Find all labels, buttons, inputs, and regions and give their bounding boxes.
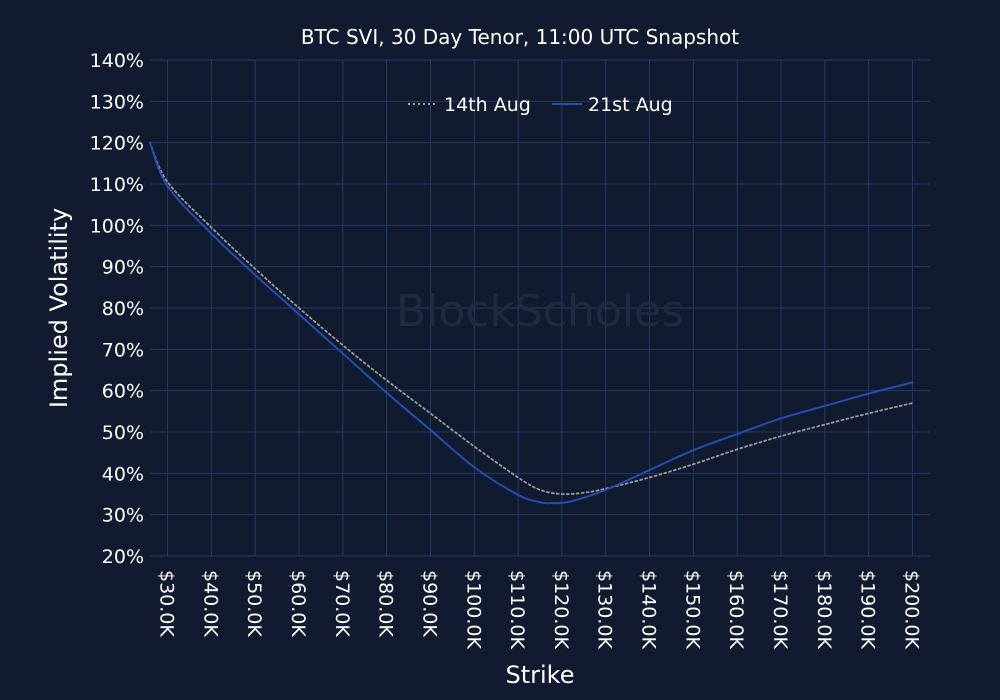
watermark: BlockScholes <box>396 286 684 337</box>
x-tick-label: $90.0K <box>418 570 440 637</box>
x-tick-label: $150.0K <box>681 570 703 649</box>
y-tick-label: 110% <box>90 174 144 196</box>
y-tick-label: 40% <box>102 463 144 485</box>
y-tick-label: 120% <box>90 133 144 155</box>
x-axis-title: Strike <box>506 661 575 689</box>
x-tick-label: $140.0K <box>638 570 660 649</box>
x-tick-label: $60.0K <box>287 570 309 637</box>
y-tick-label: 80% <box>102 298 144 320</box>
series-line-0 <box>149 141 914 496</box>
x-tick-label: $180.0K <box>813 570 835 649</box>
x-tick-label: $160.0K <box>725 570 747 649</box>
series-layer <box>149 141 914 505</box>
x-tick-label: $50.0K <box>243 570 265 637</box>
y-tick-label: 100% <box>90 215 144 237</box>
x-tick-label: $120.0K <box>550 570 572 649</box>
y-tick-label: 140% <box>90 50 144 72</box>
y-tick-label: 130% <box>90 91 144 113</box>
x-tick-label: $100.0K <box>462 570 484 649</box>
y-axis-title: Implied Volatility <box>45 208 73 408</box>
legend-label-0: 14th Aug <box>444 94 531 116</box>
y-tick-label: 50% <box>102 422 144 444</box>
x-tick-label: $80.0K <box>375 570 397 637</box>
y-tick-label: 90% <box>102 257 144 279</box>
x-tick-label: $170.0K <box>769 570 791 649</box>
chart-title: BTC SVI, 30 Day Tenor, 11:00 UTC Snapsho… <box>301 25 739 49</box>
y-axis-ticks: 20% 30% 40% 50% 60% 70% 80% 90% 100% 110% 120% 130%… <box>90 50 144 568</box>
x-axis-ticks: $30.0K $40.0K $50.0K $60.0K $70.0K $80.0K $90.… <box>156 570 923 649</box>
y-tick-label: 60% <box>102 381 144 403</box>
y-tick-label: 30% <box>102 505 144 527</box>
series-line-1 <box>149 141 914 505</box>
x-tick-label: $70.0K <box>331 570 353 637</box>
y-tick-label: 20% <box>102 546 144 568</box>
x-tick-label: $130.0K <box>594 570 616 649</box>
legend-label-1: 21st Aug <box>588 94 673 116</box>
x-tick-label: $40.0K <box>199 570 221 637</box>
x-tick-label: $200.0K <box>900 570 922 649</box>
grid <box>150 59 930 557</box>
watermark-text: BlockScholes <box>396 286 684 337</box>
x-tick-label: $30.0K <box>156 570 178 637</box>
legend: 14th Aug 21st Aug <box>408 94 673 116</box>
y-tick-label: 70% <box>102 339 144 361</box>
x-tick-label: $190.0K <box>857 570 879 649</box>
x-tick-label: $110.0K <box>506 570 528 649</box>
